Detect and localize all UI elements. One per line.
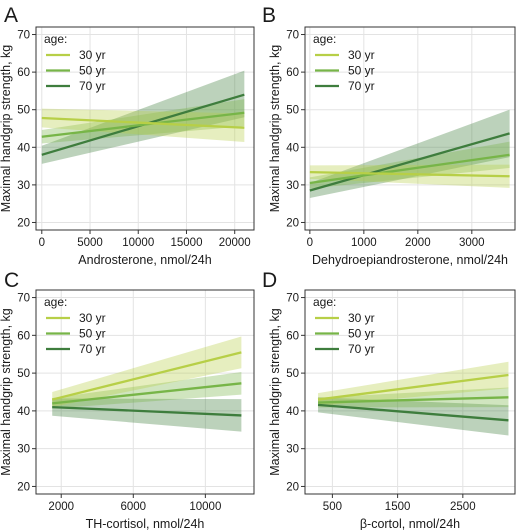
y-tick-label: 40 bbox=[17, 406, 30, 418]
series-line-70-yr bbox=[52, 405, 242, 417]
panel-a: A 20 30 40 50 60 70 0 5000 10000 15000 20000 Androst… bbox=[0, 4, 255, 267]
legend-label: 70 yr bbox=[348, 342, 375, 356]
y-tick-label: 60 bbox=[17, 67, 30, 79]
y-tick-label: 20 bbox=[17, 481, 30, 493]
x-tick-label: 0 bbox=[307, 237, 313, 249]
y-tick-label: 50 bbox=[17, 368, 30, 380]
y-tick-label: 60 bbox=[286, 330, 299, 342]
panel-letter: D bbox=[262, 269, 277, 292]
y-axis-label: Maximal handgrip strength, kg bbox=[268, 308, 282, 475]
y-axis-label: Maximal handgrip strength, kg bbox=[268, 45, 282, 212]
y-tick-label: 60 bbox=[286, 67, 299, 79]
x-tick-label: 20000 bbox=[219, 237, 251, 249]
x-tick-label: 15000 bbox=[170, 237, 202, 249]
y-tick-label: 40 bbox=[17, 142, 30, 154]
legend-label: 50 yr bbox=[79, 327, 106, 341]
y-tick-label: 30 bbox=[286, 180, 299, 192]
x-axis-label: TH-cortisol, nmol/24h bbox=[86, 517, 205, 530]
panel-b: B 20 30 40 50 60 70 0 1000 2000 3000 Dehydroepiandr… bbox=[262, 4, 516, 267]
x-axis-label: Dehydroepiandrosterone, nmol/24h bbox=[312, 253, 508, 267]
series-line-50-yr bbox=[318, 396, 509, 404]
x-tick-label: 1000 bbox=[351, 237, 377, 249]
y-tick-label: 40 bbox=[286, 142, 299, 154]
legend-label: 30 yr bbox=[348, 311, 375, 325]
legend-title: age: bbox=[44, 295, 67, 309]
x-tick-label: 0 bbox=[39, 237, 45, 249]
y-tick-label: 30 bbox=[17, 180, 30, 192]
legend-label: 30 yr bbox=[348, 48, 375, 62]
series-line-30-yr bbox=[41, 116, 245, 129]
panel-c: C 20 30 40 50 60 70 2000 6000 10000 TH-cortisol, n… bbox=[0, 269, 255, 530]
y-tick-label: 40 bbox=[286, 406, 299, 418]
legend-title: age: bbox=[44, 32, 67, 46]
series-line-70-yr bbox=[309, 132, 510, 192]
y-tick-label: 20 bbox=[17, 217, 30, 229]
y-axis-label: Maximal handgrip strength, kg bbox=[0, 308, 13, 475]
x-tick-label: 6000 bbox=[120, 501, 146, 513]
legend-label: 50 yr bbox=[348, 327, 375, 341]
x-tick-label: 2500 bbox=[450, 501, 476, 513]
y-tick-label: 70 bbox=[17, 30, 30, 42]
x-tick-label: 10000 bbox=[122, 237, 154, 249]
panel-letter: B bbox=[262, 4, 276, 27]
y-tick-label: 30 bbox=[286, 444, 299, 456]
plot-frame bbox=[304, 26, 516, 231]
x-tick-label: 500 bbox=[323, 501, 342, 513]
plot-frame bbox=[35, 26, 255, 231]
series-line-70-yr bbox=[317, 403, 509, 422]
confidence-band-30-yr bbox=[52, 336, 242, 408]
x-tick-label: 2000 bbox=[405, 237, 431, 249]
plot-frame bbox=[304, 289, 516, 495]
y-tick-label: 50 bbox=[17, 105, 30, 117]
y-tick-label: 70 bbox=[286, 293, 299, 305]
legend-label: 50 yr bbox=[348, 64, 375, 78]
series-line-30-yr bbox=[317, 373, 509, 401]
legend-label: 70 yr bbox=[79, 79, 106, 93]
x-tick-label: 1500 bbox=[385, 501, 411, 513]
legend-title: age: bbox=[313, 32, 336, 46]
legend-label: 70 yr bbox=[348, 79, 375, 93]
y-tick-label: 20 bbox=[286, 481, 299, 493]
legend-label: 30 yr bbox=[79, 48, 106, 62]
legend-label: 70 yr bbox=[79, 342, 106, 356]
panel-letter: A bbox=[4, 4, 18, 27]
x-tick-label: 3000 bbox=[459, 237, 485, 249]
x-axis-label: β-cortol, nmol/24h bbox=[360, 517, 460, 530]
panel-letter: C bbox=[4, 269, 19, 292]
confidence-band-30-yr bbox=[318, 361, 509, 406]
y-tick-label: 50 bbox=[286, 368, 299, 380]
series-line-30-yr bbox=[51, 351, 242, 401]
legend-label: 50 yr bbox=[79, 64, 106, 78]
y-tick-label: 30 bbox=[17, 444, 30, 456]
y-tick-label: 70 bbox=[17, 293, 30, 305]
plot-frame bbox=[35, 289, 255, 495]
x-tick-label: 10000 bbox=[189, 501, 221, 513]
x-axis-label: Androsterone, nmol/24h bbox=[78, 253, 211, 267]
panel-d: D 20 30 40 50 60 70 500 1500 2500 β-cortol, nmol/2… bbox=[262, 269, 516, 530]
series-line-30-yr bbox=[309, 170, 510, 178]
legend-title: age: bbox=[313, 295, 336, 309]
confidence-band-70-yr bbox=[52, 398, 242, 432]
y-tick-label: 70 bbox=[286, 30, 299, 42]
series-line-50-yr bbox=[309, 153, 510, 185]
x-tick-label: 5000 bbox=[77, 237, 103, 249]
legend-label: 30 yr bbox=[79, 311, 106, 325]
x-tick-label: 2000 bbox=[48, 501, 74, 513]
confidence-band-30-yr bbox=[309, 164, 510, 188]
series-line-50-yr bbox=[41, 111, 245, 138]
confidence-band-70-yr bbox=[318, 397, 509, 436]
confidence-band-50-yr bbox=[318, 387, 509, 408]
y-tick-label: 60 bbox=[17, 330, 30, 342]
y-axis-label: Maximal handgrip strength, kg bbox=[0, 45, 13, 212]
series-line-50-yr bbox=[52, 382, 242, 405]
y-tick-label: 20 bbox=[286, 217, 299, 229]
y-tick-label: 50 bbox=[286, 105, 299, 117]
